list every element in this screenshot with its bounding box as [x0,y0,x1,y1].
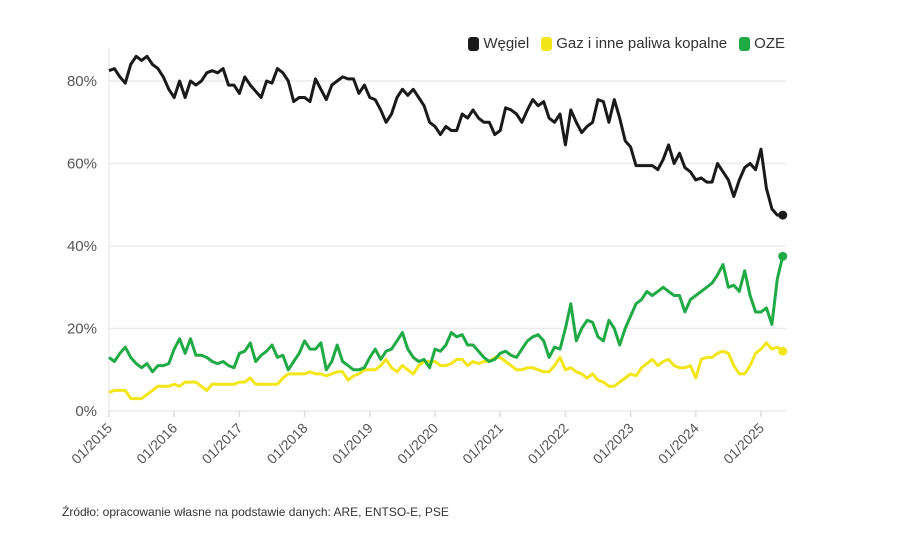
legend-item-oze[interactable]: OZE [739,35,785,52]
series-line-2 [108,255,785,374]
legend-swatch-gaz [541,36,553,51]
x-tick-label: 01/2021 [459,420,506,467]
y-tick-label: 40% [67,238,97,255]
x-tick-label: 01/2020 [394,420,441,467]
x-tick-label: 01/2017 [198,420,245,467]
y-tick-label: 20% [67,321,97,338]
series-line-0 [108,54,783,217]
x-tick-label: 01/2018 [264,420,311,467]
x-tick-label: 01/2024 [655,420,702,467]
series-end-marker-2 [778,251,788,261]
series-end-marker-1 [778,346,788,356]
source-note: Źródło: opracowanie własne na podstawie … [62,505,449,519]
legend-label-gaz: Gaz i inne paliwa kopalne [556,35,728,52]
x-tick-label: 01/2015 [68,420,115,467]
y-tick-label: 60% [67,156,97,173]
x-tick-label: 01/2016 [133,420,180,467]
series-line-1 [108,341,784,401]
legend-item-wegiel[interactable]: Węgiel [468,35,529,52]
legend-swatch-oze [739,36,751,51]
x-tick-label: 01/2022 [524,420,571,467]
legend-item-gaz[interactable]: Gaz i inne paliwa kopalne [541,35,727,52]
legend: Węgiel Gaz i inne paliwa kopalne OZE [468,35,785,52]
x-tick-label: 01/2023 [590,420,637,467]
x-tick-label: 01/2025 [720,420,767,467]
legend-label-wegiel: Węgiel [483,35,530,52]
legend-swatch-wegiel [468,36,480,51]
series-end-marker-0 [778,210,788,220]
y-tick-label: 0% [75,403,97,420]
legend-label-oze: OZE [754,35,785,52]
y-tick-label: 80% [67,73,97,90]
x-tick-label: 01/2019 [329,420,376,467]
